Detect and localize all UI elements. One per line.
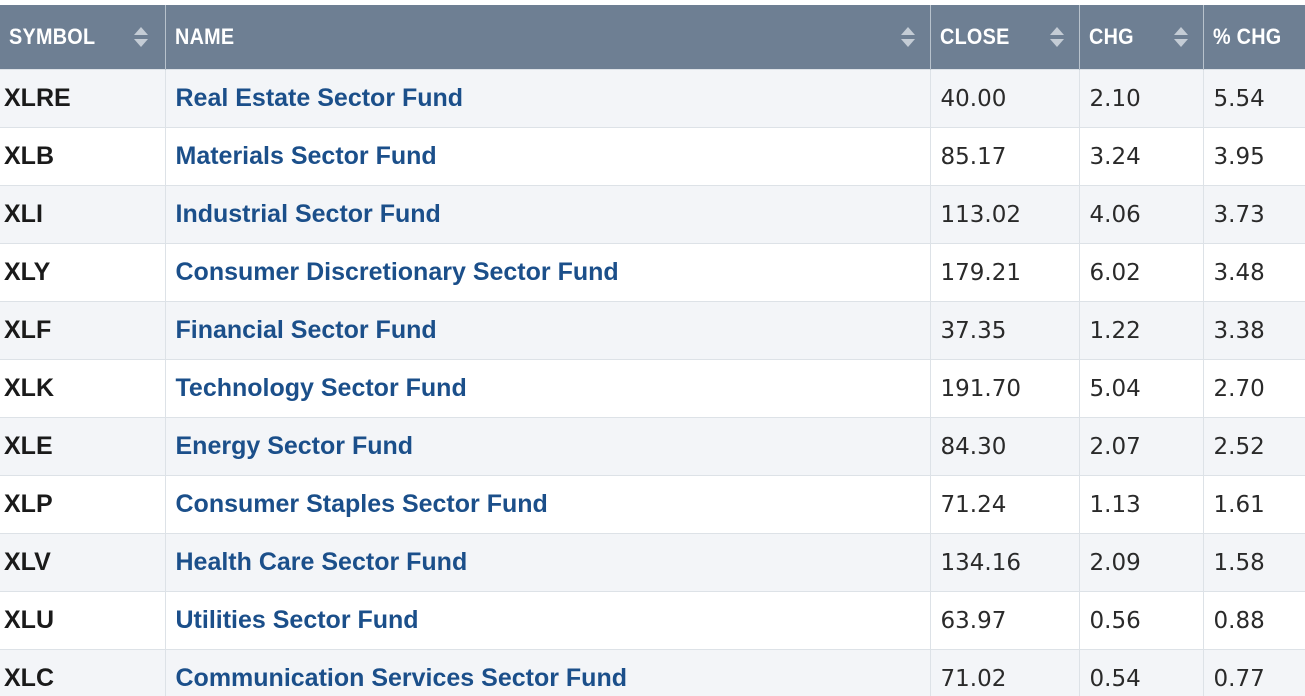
column-header-symbol[interactable]: SYMBOL	[0, 5, 165, 70]
table-row: XLV Health Care Sector Fund 134.16 2.09 …	[0, 533, 1305, 592]
close-cell: 85.17	[929, 127, 1079, 186]
column-header-chg[interactable]: CHG	[1078, 5, 1203, 70]
symbol-cell: XLP	[0, 475, 165, 534]
pct-chg-cell: 3.95	[1202, 127, 1305, 186]
chg-cell: 4.06	[1078, 185, 1203, 244]
symbol-cell: XLB	[0, 127, 165, 186]
name-cell: Materials Sector Fund	[164, 127, 930, 186]
name-cell: Financial Sector Fund	[164, 301, 930, 360]
chg-cell: 2.09	[1078, 533, 1203, 592]
close-cell: 179.21	[929, 243, 1079, 302]
column-header-pct-chg[interactable]: % CHG	[1202, 5, 1305, 70]
name-cell: Consumer Staples Sector Fund	[164, 475, 930, 534]
fund-name-link[interactable]: Communication Services Sector Fund	[175, 664, 628, 692]
fund-name-link[interactable]: Consumer Discretionary Sector Fund	[175, 258, 619, 286]
close-cell: 71.02	[929, 649, 1079, 696]
column-header-label: % CHG	[1212, 24, 1281, 49]
sort-updown-icon[interactable]	[900, 26, 915, 48]
pct-chg-cell: 2.70	[1202, 359, 1305, 418]
symbol-cell: XLC	[0, 649, 165, 696]
pct-chg-cell: 3.48	[1202, 243, 1305, 302]
pct-chg-cell: 0.88	[1202, 591, 1305, 650]
pct-chg-cell: 3.73	[1202, 185, 1305, 244]
sort-updown-icon[interactable]	[1173, 26, 1188, 48]
symbol-cell: XLE	[0, 417, 165, 476]
chg-cell: 2.07	[1078, 417, 1203, 476]
symbol-cell: XLK	[0, 359, 165, 418]
close-cell: 40.00	[929, 69, 1079, 128]
name-cell: Health Care Sector Fund	[164, 533, 930, 592]
table-row: XLE Energy Sector Fund 84.30 2.07 2.52	[0, 417, 1305, 476]
table-row: XLK Technology Sector Fund 191.70 5.04 2…	[0, 359, 1305, 418]
name-cell: Real Estate Sector Fund	[164, 69, 930, 128]
table-row: XLF Financial Sector Fund 37.35 1.22 3.3…	[0, 301, 1305, 360]
close-cell: 113.02	[929, 185, 1079, 244]
symbol-cell: XLV	[0, 533, 165, 592]
close-cell: 191.70	[929, 359, 1079, 418]
table-row: XLRE Real Estate Sector Fund 40.00 2.10 …	[0, 69, 1305, 128]
table-row: XLI Industrial Sector Fund 113.02 4.06 3…	[0, 185, 1305, 244]
pct-chg-cell: 0.77	[1202, 649, 1305, 696]
column-header-name[interactable]: NAME	[164, 5, 930, 70]
chg-cell: 1.13	[1078, 475, 1203, 534]
pct-chg-cell: 5.54	[1202, 69, 1305, 128]
column-header-label: CLOSE	[939, 24, 1010, 49]
column-header-label: NAME	[174, 24, 234, 49]
fund-name-link[interactable]: Energy Sector Fund	[175, 432, 414, 460]
pct-chg-cell: 1.61	[1202, 475, 1305, 534]
table-row: XLP Consumer Staples Sector Fund 71.24 1…	[0, 475, 1305, 534]
sector-performance-table: SYMBOL NAME CLOSE CHG % CHG	[0, 5, 1305, 696]
pct-chg-cell: 3.38	[1202, 301, 1305, 360]
close-cell: 84.30	[929, 417, 1079, 476]
close-cell: 71.24	[929, 475, 1079, 534]
symbol-cell: XLY	[0, 243, 165, 302]
chg-cell: 6.02	[1078, 243, 1203, 302]
close-cell: 63.97	[929, 591, 1079, 650]
name-cell: Technology Sector Fund	[164, 359, 930, 418]
pct-chg-cell: 1.58	[1202, 533, 1305, 592]
sort-updown-icon[interactable]	[134, 26, 148, 48]
fund-name-link[interactable]: Financial Sector Fund	[175, 316, 437, 344]
close-cell: 134.16	[929, 533, 1079, 592]
chg-cell: 0.56	[1078, 591, 1203, 650]
symbol-cell: XLRE	[0, 69, 165, 128]
sort-updown-icon[interactable]	[1049, 26, 1064, 48]
chg-cell: 1.22	[1078, 301, 1203, 360]
fund-name-link[interactable]: Technology Sector Fund	[175, 374, 467, 402]
name-cell: Industrial Sector Fund	[164, 185, 930, 244]
table-body: XLRE Real Estate Sector Fund 40.00 2.10 …	[0, 69, 1305, 696]
pct-chg-cell: 2.52	[1202, 417, 1305, 476]
name-cell: Utilities Sector Fund	[164, 591, 930, 650]
table-row: XLY Consumer Discretionary Sector Fund 1…	[0, 243, 1305, 302]
chg-cell: 5.04	[1078, 359, 1203, 418]
fund-name-link[interactable]: Materials Sector Fund	[175, 142, 437, 170]
table-row: XLB Materials Sector Fund 85.17 3.24 3.9…	[0, 127, 1305, 186]
column-header-close[interactable]: CLOSE	[929, 5, 1079, 70]
close-cell: 37.35	[929, 301, 1079, 360]
table-header: SYMBOL NAME CLOSE CHG % CHG	[0, 5, 1305, 70]
table-row: XLU Utilities Sector Fund 63.97 0.56 0.8…	[0, 591, 1305, 650]
chg-cell: 0.54	[1078, 649, 1203, 696]
symbol-cell: XLF	[0, 301, 165, 360]
fund-name-link[interactable]: Utilities Sector Fund	[175, 606, 419, 634]
chg-cell: 2.10	[1078, 69, 1203, 128]
name-cell: Consumer Discretionary Sector Fund	[164, 243, 930, 302]
column-header-label: SYMBOL	[9, 24, 96, 49]
fund-name-link[interactable]: Industrial Sector Fund	[175, 200, 441, 228]
chg-cell: 3.24	[1078, 127, 1203, 186]
column-header-label: CHG	[1088, 24, 1134, 49]
symbol-cell: XLI	[0, 185, 165, 244]
fund-name-link[interactable]: Real Estate Sector Fund	[175, 84, 464, 112]
fund-name-link[interactable]: Health Care Sector Fund	[175, 548, 468, 576]
fund-name-link[interactable]: Consumer Staples Sector Fund	[175, 490, 548, 518]
name-cell: Communication Services Sector Fund	[164, 649, 930, 696]
table-header-row: SYMBOL NAME CLOSE CHG % CHG	[0, 5, 1305, 70]
table-row: XLC Communication Services Sector Fund 7…	[0, 649, 1305, 696]
name-cell: Energy Sector Fund	[164, 417, 930, 476]
symbol-cell: XLU	[0, 591, 165, 650]
